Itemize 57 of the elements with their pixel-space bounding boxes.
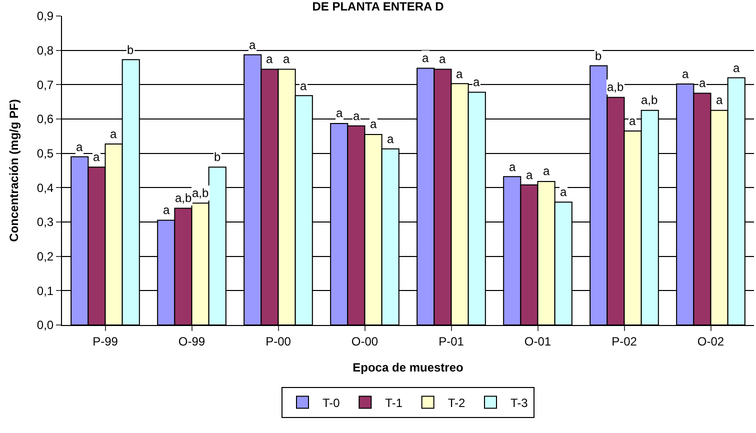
x-tick-label: P-00: [266, 334, 292, 348]
data-label: a: [560, 185, 567, 199]
data-label: a: [509, 160, 516, 174]
data-label: a: [456, 67, 463, 81]
y-tick-label: 0,7: [36, 78, 54, 92]
data-label: a: [387, 132, 394, 146]
data-label: a: [543, 164, 550, 178]
y-tick-label: 0,5: [36, 146, 54, 161]
legend-label: T-3: [510, 396, 528, 410]
data-label: a: [629, 114, 636, 128]
x-tick-label: P-01: [438, 334, 464, 348]
data-label: a,b: [607, 80, 624, 94]
data-label: a: [526, 168, 533, 182]
data-label: a: [93, 150, 100, 164]
data-label: a: [110, 127, 117, 141]
data-label: a: [422, 51, 429, 65]
data-label: b: [214, 150, 221, 164]
x-tick-label: O-00: [351, 334, 378, 348]
x-tick-label: P-99: [92, 334, 118, 348]
legend-label: T-2: [448, 396, 466, 410]
y-tick-label: 0,2: [36, 250, 54, 264]
data-label: a: [439, 52, 446, 66]
x-tick-label: P-02: [612, 334, 638, 348]
legend-label: T-1: [385, 396, 403, 410]
data-label: a: [716, 93, 723, 107]
data-label: a: [682, 67, 689, 81]
data-label: a: [249, 38, 256, 52]
data-label: a,b: [175, 191, 192, 205]
y-tick-label: 0,4: [36, 180, 54, 195]
data-label: b: [127, 43, 134, 57]
data-label: a,b: [192, 186, 210, 200]
data-label: a: [283, 52, 290, 66]
y-tick-label: 0,1: [36, 284, 54, 298]
y-tick-label: 0,9: [36, 9, 54, 24]
chart-title: DE PLANTA ENTERA D: [312, 0, 444, 14]
y-tick-label: 0,6: [36, 112, 54, 126]
data-label: a: [300, 79, 307, 93]
data-label: a: [266, 52, 273, 66]
data-label: a: [353, 109, 360, 123]
data-label: a: [336, 106, 343, 120]
data-label: a: [733, 61, 740, 75]
y-tick-label: 0,8: [36, 44, 54, 58]
x-tick-label: O-99: [178, 334, 206, 348]
data-label: a: [699, 76, 706, 90]
x-tick-label: O-02: [697, 334, 724, 348]
data-label: a: [473, 75, 480, 89]
x-axis-title: Epoca de muestreo: [352, 360, 464, 374]
x-tick-label: O-01: [524, 334, 552, 348]
data-label: a: [76, 140, 83, 154]
data-label: b: [595, 49, 602, 63]
y-tick-label: 0,0: [36, 318, 54, 332]
data-label: a: [163, 203, 170, 217]
data-label: a,b: [641, 93, 658, 107]
data-label: a: [370, 117, 377, 131]
y-tick-label: 0,3: [36, 215, 54, 230]
y-axis-title: Concentración (mg/g PF): [7, 99, 22, 242]
legend-label: T-0: [322, 396, 340, 410]
